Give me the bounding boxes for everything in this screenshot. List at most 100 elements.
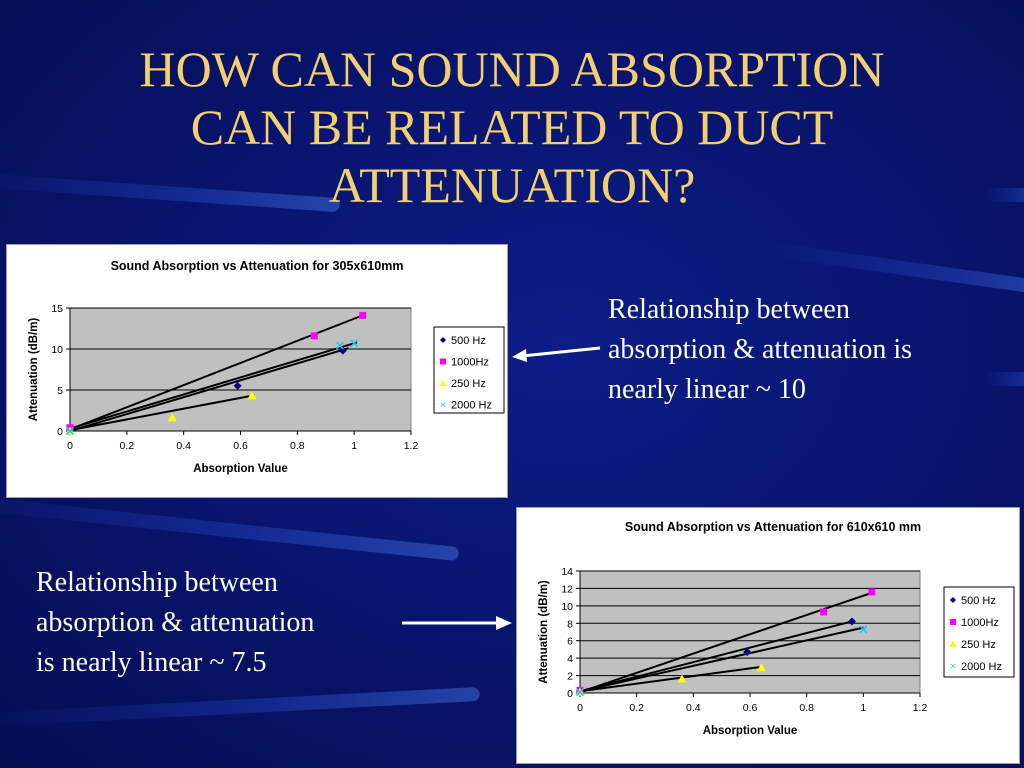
data-point	[859, 625, 868, 634]
chart-svg: Sound Absorption vs Attenuation for 305x…	[28, 259, 505, 475]
decor-streak	[760, 241, 1024, 297]
data-point-stroke	[859, 625, 868, 634]
y-tick-label: 0	[567, 688, 573, 700]
data-point-stroke	[65, 426, 75, 436]
x-axis-label: Absorption Value	[703, 725, 798, 737]
x-tick-label: 0.6	[233, 440, 248, 452]
trend-line	[579, 626, 864, 693]
decor-streak	[985, 372, 1024, 386]
y-axis-label: Attenuation (dB/m)	[538, 580, 550, 684]
legend-symbol	[440, 337, 446, 343]
chart-title: Sound Absorption vs Attenuation for 610x…	[625, 520, 921, 534]
data-point	[167, 413, 177, 422]
decor-streak	[0, 492, 460, 562]
legend-symbol: ×	[440, 400, 446, 411]
title-line: HOW CAN SOUND ABSORPTION	[139, 41, 885, 97]
data-point	[338, 346, 347, 355]
data-point	[756, 663, 766, 672]
caption-line: absorption & attenuation	[36, 607, 315, 638]
x-tick-label: 0.6	[743, 702, 758, 714]
data-point	[247, 391, 257, 400]
title-line: CAN BE RELATED TO DUCT	[190, 99, 834, 155]
data-point	[335, 341, 344, 350]
legend-label: 250 Hz	[961, 639, 996, 651]
trend-line	[69, 347, 349, 432]
data-point	[868, 588, 876, 596]
caption-top: Relationship between absorption & attenu…	[608, 290, 912, 410]
y-tick-label: 6	[567, 636, 573, 648]
data-point	[677, 674, 687, 683]
y-tick-label: 4	[567, 653, 573, 665]
caption-line: Relationship between	[608, 294, 850, 325]
data-point	[743, 648, 752, 657]
chart-610x610: Sound Absorption vs Attenuation for 610x…	[516, 507, 1020, 764]
legend-symbol	[440, 358, 446, 365]
x-tick-label: 1.2	[913, 702, 928, 714]
data-point	[310, 332, 318, 340]
legend-symbol: ×	[950, 662, 956, 673]
data-point	[848, 617, 856, 626]
data-point	[575, 688, 585, 697]
decor-streak	[0, 686, 481, 728]
trend-line	[69, 394, 253, 432]
x-tick-label: 0	[67, 440, 73, 452]
legend-label: 1000Hz	[451, 357, 489, 369]
trend-line	[69, 341, 358, 430]
legend-symbol	[949, 640, 957, 647]
legend-label: 500 Hz	[451, 335, 486, 347]
legend-label: 1000Hz	[961, 617, 999, 629]
arrow-left-icon	[512, 346, 601, 362]
data-point	[820, 608, 828, 616]
caption-line: Relationship between	[36, 567, 278, 598]
caption-line: absorption & attenuation is	[608, 334, 913, 365]
legend-symbol	[950, 619, 956, 625]
legend-label: 250 Hz	[451, 378, 486, 390]
x-axis-label: Absorption Value	[193, 463, 288, 475]
legend-label: 2000 Hz	[961, 661, 1002, 673]
chart-305x610: Sound Absorption vs Attenuation for 305x…	[6, 244, 508, 498]
trend-line	[579, 665, 762, 693]
x-tick-label: 0	[577, 702, 583, 714]
x-tick-label: 1	[860, 702, 866, 714]
data-point	[65, 426, 75, 436]
y-tick-label: 2	[567, 671, 573, 683]
x-tick-label: 0.8	[799, 702, 814, 714]
legend-box	[433, 326, 505, 414]
arrow-right-icon	[402, 616, 512, 630]
trend-line	[579, 619, 856, 693]
x-tick-label: 0.2	[120, 440, 135, 452]
x-tick-label: 1.2	[404, 440, 419, 452]
y-tick-label: 5	[57, 385, 63, 397]
y-tick-label: 10	[561, 601, 573, 613]
y-tick-label: 12	[561, 583, 573, 595]
data-point	[359, 311, 367, 319]
x-tick-label: 0.8	[290, 440, 305, 452]
x-tick-label: 0.4	[176, 440, 191, 452]
caption-bottom: Relationship between absorption & attenu…	[36, 563, 314, 683]
data-point	[233, 381, 242, 390]
slide-title: HOW CAN SOUND ABSORPTION CAN BE RELATED …	[0, 40, 1024, 214]
legend-label: 500 Hz	[961, 595, 996, 607]
y-tick-label: 8	[567, 618, 573, 630]
y-tick-label: 0	[57, 426, 63, 438]
chart-svg: Sound Absorption vs Attenuation for 610x…	[538, 520, 1015, 737]
caption-line: nearly linear ~ 10	[608, 374, 806, 405]
data-point-stroke	[575, 688, 585, 697]
x-tick-label: 1	[351, 440, 357, 452]
x-tick-label: 0.2	[629, 702, 644, 714]
data-point-stroke	[350, 339, 359, 348]
title-line: ATTENUATION?	[328, 157, 696, 213]
y-tick-label: 10	[51, 344, 63, 356]
legend-symbol	[950, 597, 956, 603]
x-tick-label: 0.4	[686, 702, 701, 714]
y-tick-label: 14	[561, 566, 573, 578]
legend-label: 2000 Hz	[451, 400, 492, 412]
chart-title: Sound Absorption vs Attenuation for 305x…	[111, 259, 404, 273]
data-point	[350, 339, 359, 348]
y-axis-label: Attenuation (dB/m)	[28, 318, 40, 422]
caption-line: is nearly linear ~ 7.5	[36, 647, 267, 678]
legend-box	[943, 586, 1015, 678]
data-point-stroke	[335, 341, 344, 350]
legend-symbol	[439, 379, 447, 386]
y-tick-label: 15	[51, 303, 63, 315]
